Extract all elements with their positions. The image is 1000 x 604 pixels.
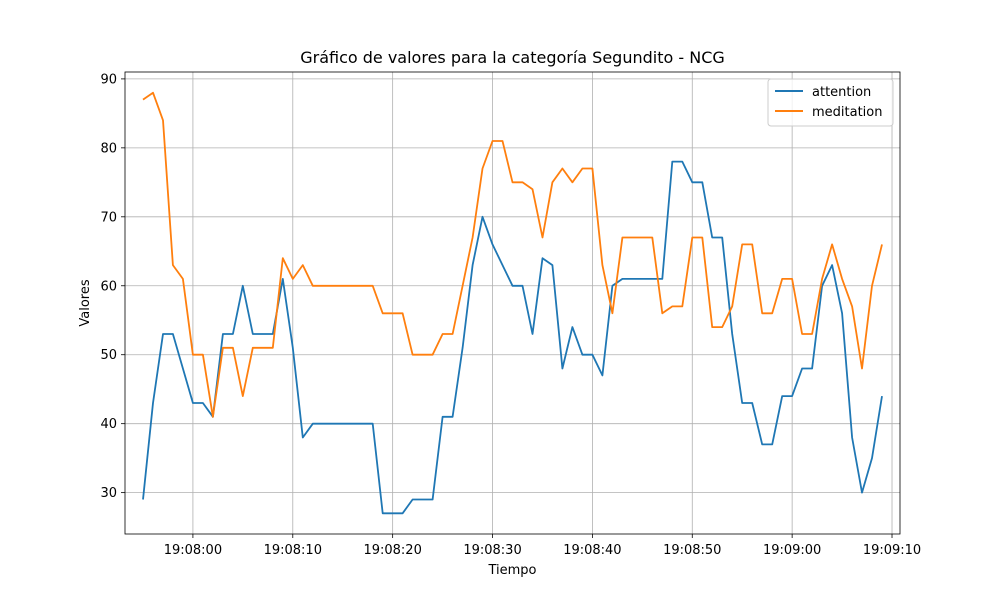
x-tick-label: 19:09:00 bbox=[763, 543, 821, 558]
y-tick-label: 30 bbox=[100, 486, 117, 501]
y-axis-ticks: 30 40 50 60 70 80 90 bbox=[100, 72, 125, 501]
y-tick-label: 40 bbox=[100, 417, 117, 432]
legend: attention meditation bbox=[767, 78, 894, 127]
plot-area bbox=[125, 72, 900, 534]
y-tick-label: 60 bbox=[100, 279, 117, 294]
x-tick-label: 19:08:30 bbox=[463, 543, 521, 558]
x-axis-label: Tiempo bbox=[487, 563, 536, 578]
legend-label-meditation: meditation bbox=[812, 105, 883, 120]
series-line-meditation bbox=[142, 91, 883, 418]
x-tick-label: 19:09:10 bbox=[863, 543, 921, 558]
y-axis-label: Valores bbox=[78, 279, 93, 326]
chart-title: Gráfico de valores para la categoría Seg… bbox=[300, 48, 725, 67]
series-line-attention bbox=[142, 160, 883, 515]
y-tick-label: 90 bbox=[100, 72, 117, 87]
x-tick-label: 19:08:40 bbox=[563, 543, 621, 558]
x-tick-label: 19:08:00 bbox=[164, 543, 222, 558]
y-tick-label: 80 bbox=[100, 141, 117, 156]
x-tick-label: 19:08:20 bbox=[363, 543, 421, 558]
grid bbox=[125, 72, 900, 534]
y-tick-label: 70 bbox=[100, 210, 117, 225]
x-tick-label: 19:08:10 bbox=[264, 543, 322, 558]
x-axis-ticks: 19:08:00 19:08:10 19:08:20 19:08:30 19:08:40… bbox=[164, 534, 921, 558]
y-tick-label: 50 bbox=[100, 348, 117, 363]
x-tick-label: 19:08:50 bbox=[663, 543, 721, 558]
plot-frame bbox=[124, 71, 901, 535]
series-lines bbox=[142, 91, 883, 515]
legend-label-attention: attention bbox=[812, 85, 871, 100]
